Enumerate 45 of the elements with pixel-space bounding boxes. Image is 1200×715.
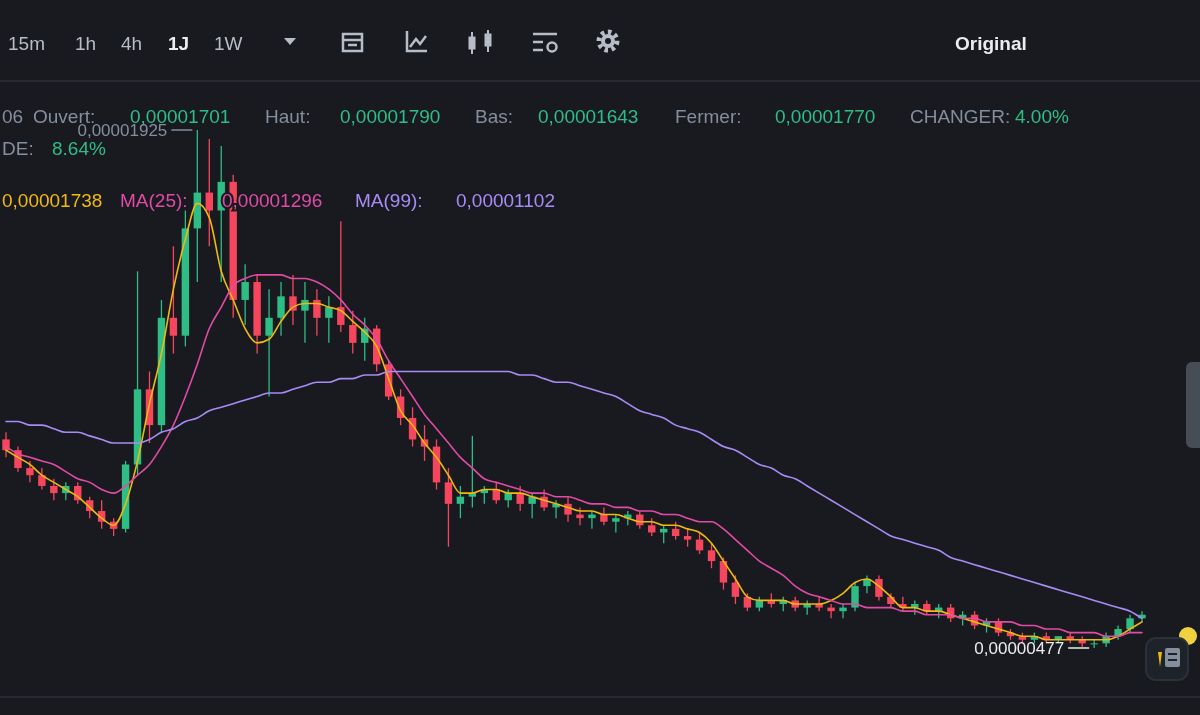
candlestick (456, 485, 465, 519)
candlestick (349, 310, 357, 355)
candlestick (277, 281, 285, 337)
text: 0,00001643 (538, 106, 639, 127)
annotation: DE: (2, 138, 34, 159)
text: 1h (75, 33, 97, 54)
text: MA(99): (355, 190, 423, 211)
candlestick (337, 220, 345, 333)
candlestick (38, 467, 46, 491)
candlestick (313, 288, 321, 337)
candlestick (325, 295, 333, 344)
text: CHANGER: (910, 106, 1011, 127)
text: 15m (8, 33, 45, 54)
annotation: 0,00001102 (456, 190, 555, 211)
candlestick (612, 513, 620, 534)
candlestick (50, 478, 58, 501)
text: Fermer: (675, 106, 742, 127)
candlestick (26, 460, 34, 484)
annotation: 8.64% (52, 138, 106, 159)
text: MA(25): (120, 190, 188, 211)
text: 1J (168, 33, 190, 54)
text: 06 (2, 106, 24, 127)
candlestick (528, 492, 536, 519)
text: Bas: (475, 106, 514, 127)
candlestick (289, 274, 297, 326)
candlestick (851, 581, 859, 612)
candlestick (516, 485, 524, 512)
candlestick (707, 542, 716, 569)
candlestick (719, 556, 728, 591)
candlestick (265, 288, 273, 398)
annotation: 0,00001738 (2, 190, 103, 211)
text: Haut: (265, 106, 311, 127)
text: 4h (121, 33, 143, 54)
text: 0,00001770 (775, 106, 876, 127)
candlestick (2, 431, 10, 458)
candlestick (169, 245, 178, 355)
candlestick (301, 281, 309, 344)
text: 0,00001790 (340, 106, 441, 127)
text: 4.00% (1015, 106, 1069, 127)
candlestick (444, 467, 453, 548)
candlestick (241, 263, 249, 326)
candlestick (875, 574, 883, 602)
text: Original (955, 33, 1027, 54)
text: 1W (214, 33, 243, 54)
annotation: 0,00000477 (974, 639, 1065, 658)
